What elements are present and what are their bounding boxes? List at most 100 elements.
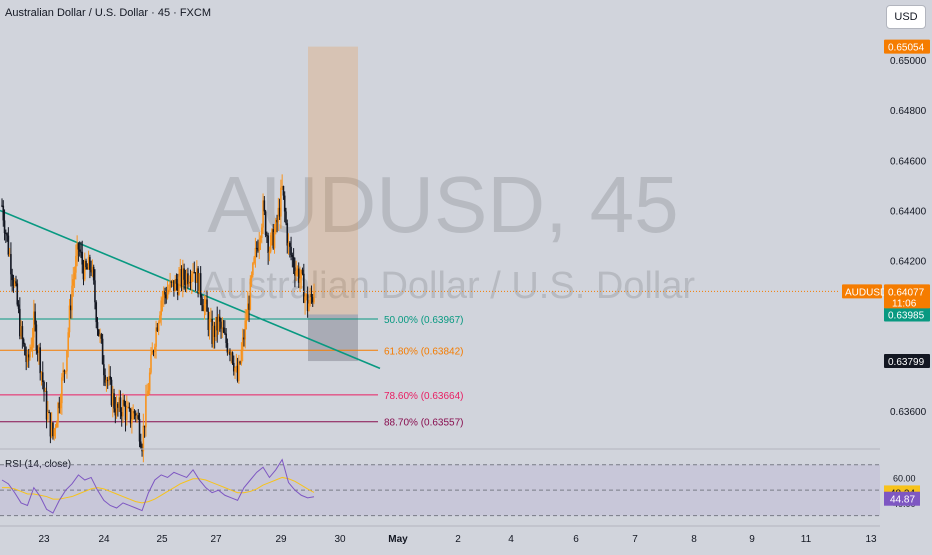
candle-body (55, 422, 58, 428)
candle-body (229, 351, 231, 356)
candle-body (244, 320, 247, 340)
candle-body (287, 242, 290, 246)
time-tick-label: 30 (334, 534, 346, 545)
candle-body (103, 364, 105, 376)
time-tick-label: 27 (210, 534, 222, 545)
candle-body (180, 268, 183, 287)
candle-body (281, 185, 283, 188)
price-label-value: 0.63799 (888, 357, 925, 368)
candle-body (179, 268, 182, 277)
candle-body (198, 273, 201, 294)
price-tick-label: 0.63600 (890, 407, 927, 418)
candle-body (27, 354, 30, 358)
candle-body (245, 320, 248, 322)
fibonacci-levels[interactable]: 50.00% (0.63967) 61.80% (0.63842) 78.60% (… (0, 315, 464, 429)
candle-body (193, 272, 196, 274)
candle-body (313, 291, 315, 303)
candle-body (21, 326, 24, 340)
candle-body (273, 232, 276, 249)
candle-body (266, 234, 268, 236)
time-tick-label: 25 (156, 534, 168, 545)
candle-body (249, 278, 252, 310)
candle-body (95, 302, 98, 323)
candle-body (234, 367, 236, 372)
candle-body (111, 393, 114, 406)
long-short-position-tool[interactable] (308, 46, 358, 362)
candle-body (105, 379, 108, 383)
position-stop-zone[interactable] (308, 314, 358, 362)
candle-body (143, 425, 146, 428)
candle-body (277, 207, 280, 223)
candle-body (122, 399, 124, 417)
candle-body (283, 195, 286, 212)
candle-body (80, 251, 82, 253)
fib-level-label: 88.70% (0.63557) (384, 418, 464, 429)
time-tick-label: 6 (573, 534, 579, 545)
candle-body (303, 273, 305, 303)
candle-body (252, 263, 254, 275)
candle-body (238, 361, 240, 381)
candle-body (24, 343, 26, 356)
candle-body (6, 233, 8, 236)
candle-body (225, 333, 227, 344)
candle-body (110, 379, 113, 406)
candle-body (30, 346, 33, 351)
price-label-tag (884, 354, 930, 369)
candle-body (188, 281, 190, 284)
candle-body (151, 351, 154, 355)
candle-body (175, 279, 178, 284)
candle-body (109, 376, 112, 380)
candle-body (294, 267, 296, 276)
candle-body (59, 403, 62, 409)
rsi-pane[interactable]: RSI (14, close) 60.0040.0048.2444.87 (0, 458, 920, 517)
watermark-symbol: AUDUSD, 45 (207, 160, 678, 249)
candle-body (168, 289, 170, 292)
price-tick-label: 0.64800 (890, 106, 927, 117)
candle-body (296, 268, 299, 272)
candle-body (115, 403, 118, 416)
candle-body (63, 370, 66, 372)
candle-body (120, 412, 123, 417)
candle-body (147, 390, 150, 396)
candle-body (39, 347, 42, 374)
candle-body (164, 290, 166, 295)
candle-body (47, 411, 49, 420)
candle-body (43, 381, 45, 392)
candle-body (300, 269, 303, 279)
candle-body (197, 268, 199, 294)
candle-body (218, 316, 221, 322)
chart-title: Australian Dollar / U.S. Dollar · 45 · F… (5, 7, 211, 19)
candle-body (258, 242, 261, 251)
candle-body (73, 272, 76, 280)
time-tick-label: 8 (691, 534, 697, 545)
candle-body (64, 371, 67, 373)
candle-body (269, 235, 272, 252)
price-tick-label: 0.64400 (890, 206, 927, 217)
candle-body (69, 305, 72, 311)
time-tick-label: 24 (98, 534, 110, 545)
candle-body (154, 346, 156, 353)
position-target-zone[interactable] (308, 46, 358, 315)
candle-body (263, 200, 266, 212)
candle-body (128, 406, 131, 409)
currency-button[interactable]: USD (886, 5, 926, 29)
candle-body (12, 280, 15, 286)
candle-body (289, 242, 291, 247)
price-label-tag (884, 307, 930, 322)
candle-body (16, 283, 19, 305)
candle-body (161, 297, 164, 301)
time-axis[interactable]: 23 24 25 27 29 30 May 2 4 6 7 8 9 11 13 (0, 525, 880, 545)
time-tick-label: 7 (632, 534, 638, 545)
candle-body (71, 285, 73, 311)
candle-body (2, 205, 5, 221)
candle-body (230, 352, 233, 356)
candle-body (31, 337, 34, 347)
candle-body (26, 354, 29, 363)
candle-body (210, 319, 212, 321)
candle-body (53, 428, 56, 437)
candle-body (78, 249, 81, 252)
candle-body (260, 227, 263, 238)
